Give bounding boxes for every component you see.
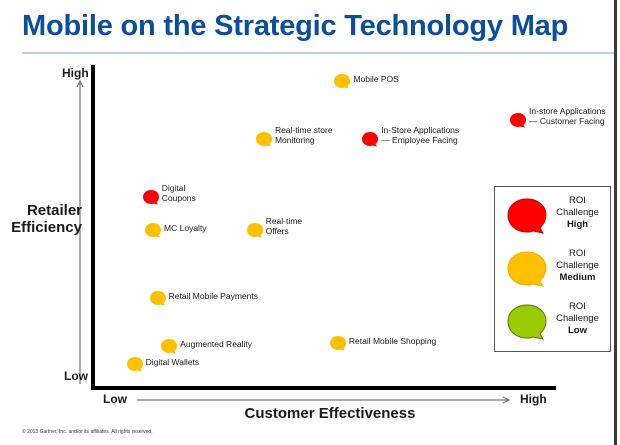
speech-bubble-icon xyxy=(507,304,547,340)
speech-bubble-icon xyxy=(507,198,547,234)
point-label-line: Digital xyxy=(161,183,186,194)
legend-label: ROI Challenge Low xyxy=(556,301,599,336)
legend-item-medium: ROI Challenge Medium xyxy=(495,242,610,294)
point-label-line: Digital Wallets xyxy=(145,356,200,367)
x-axis-title: Customer Effectiveness xyxy=(244,405,416,422)
point-marker xyxy=(334,74,351,89)
point-label-line: Offers xyxy=(265,225,289,236)
legend-label: ROI Challenge Medium xyxy=(556,248,599,283)
point-label-line: In-Store Applications xyxy=(381,125,460,136)
point-label: Real-time Offers xyxy=(266,216,302,236)
point-marker xyxy=(145,222,162,238)
point-label-line: — Customer Facing xyxy=(529,115,605,126)
speech-bubble-icon xyxy=(145,222,162,238)
point-label-line: Mobile POS xyxy=(353,74,399,85)
point-label: Real-time store Monitoring xyxy=(275,125,333,145)
point-marker xyxy=(510,112,527,128)
y-axis xyxy=(91,65,95,390)
speech-bubble-icon xyxy=(142,190,159,205)
point-label: In-store Applications — Customer Facing xyxy=(529,106,606,126)
copyright-notice: © 2013 Gartner, Inc. and/or its affiliat… xyxy=(22,429,153,435)
legend: ROI Challenge High ROI Challenge Medium … xyxy=(494,186,611,352)
speech-bubble-icon xyxy=(510,112,527,128)
point-label-line: Real-time xyxy=(265,215,303,226)
point-label: Augmented Reality xyxy=(180,339,252,349)
x-axis-arrow-head xyxy=(502,396,511,404)
point-label-line: Augmented Reality xyxy=(180,339,253,349)
point-label-line: Real-time store xyxy=(274,125,333,136)
point-marker xyxy=(161,339,178,354)
point-label: Retail Mobile Shopping xyxy=(349,336,436,346)
speech-bubble-icon xyxy=(149,290,166,306)
point-label: MC Loyalty xyxy=(164,223,207,233)
legend-item-low: ROI Challenge Low xyxy=(495,295,610,347)
point-marker xyxy=(149,290,166,306)
title-divider xyxy=(22,52,614,54)
point-label-line: In-store Applications xyxy=(529,105,606,116)
speech-bubble-icon xyxy=(246,222,263,238)
point-marker xyxy=(329,335,346,351)
point-label-line: — Employee Facing xyxy=(381,135,458,146)
legend-item-high: ROI Challenge High xyxy=(495,189,610,241)
point-marker xyxy=(142,190,159,205)
point-marker xyxy=(255,132,272,147)
point-marker xyxy=(126,356,143,372)
point-label-line: MC Loyalty xyxy=(164,222,207,233)
speech-bubble-icon xyxy=(329,335,346,351)
y-tick-high: High xyxy=(62,66,89,80)
point-label: Retail Mobile Payments xyxy=(169,291,258,301)
point-marker xyxy=(246,222,263,238)
window-edge xyxy=(614,0,617,445)
point-label: Digital Coupons xyxy=(162,183,196,203)
speech-bubble-icon xyxy=(362,132,379,147)
point-label-line: Retail Mobile Shopping xyxy=(348,335,437,346)
point-label-line: Coupons xyxy=(161,193,196,204)
point-label: In-Store Applications — Employee Facing xyxy=(381,125,459,145)
speech-bubble-icon xyxy=(255,132,272,147)
x-axis xyxy=(91,386,556,390)
y-axis-title: Retailer Efficiency xyxy=(11,202,82,236)
point-label: Mobile POS xyxy=(353,74,398,84)
point-label: Digital Wallets xyxy=(146,357,200,367)
x-tick-low: Low xyxy=(103,392,127,406)
y-tick-low: Low xyxy=(64,369,88,383)
speech-bubble-icon xyxy=(126,356,143,372)
point-label-line: Retail Mobile Payments xyxy=(168,290,258,301)
speech-bubble-icon xyxy=(507,251,547,287)
y-axis-arrow-head xyxy=(76,79,84,88)
legend-label: ROI Challenge High xyxy=(556,195,599,230)
speech-bubble-icon xyxy=(161,339,178,354)
page-title: Mobile on the Strategic Technology Map xyxy=(22,10,569,42)
speech-bubble-icon xyxy=(334,74,351,89)
point-label-line: Monitoring xyxy=(274,135,315,146)
x-tick-high: High xyxy=(520,392,547,406)
point-marker xyxy=(362,132,379,147)
